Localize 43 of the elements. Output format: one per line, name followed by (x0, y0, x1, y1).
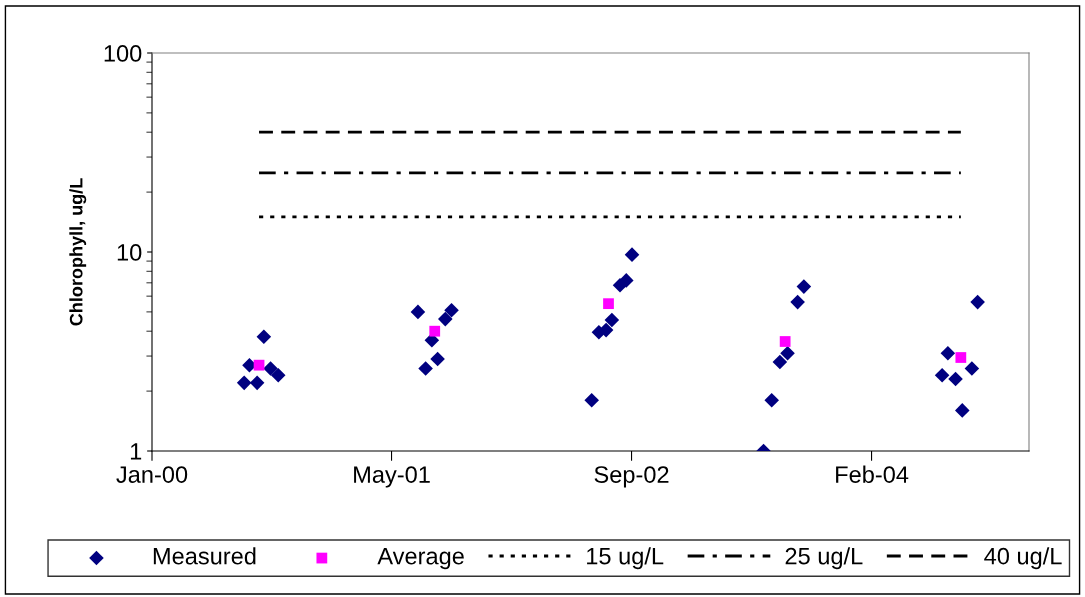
point (429, 325, 441, 337)
legend-label: Average (377, 548, 464, 570)
x-tick-label: Feb-04 (836, 465, 909, 483)
x-tick-label: May-01 (354, 466, 430, 488)
point (790, 294, 805, 310)
y-axis-title: Chlorophyll, ug/L (69, 178, 87, 326)
y-tick-label: 100 (104, 45, 142, 62)
point (270, 368, 286, 383)
point (970, 294, 985, 310)
point (940, 345, 956, 361)
point (444, 302, 459, 318)
legend-label: Measured (153, 547, 256, 565)
point (253, 359, 265, 371)
y-tick-label: 1 (130, 443, 142, 460)
legend-label: 25 ug/L (785, 547, 863, 570)
point (438, 311, 453, 327)
point (418, 361, 433, 376)
point (764, 392, 779, 408)
legend-label: 40 ug/L (984, 547, 1062, 570)
point (779, 336, 791, 347)
point (624, 247, 640, 262)
point (955, 352, 967, 363)
point (948, 371, 963, 387)
point (964, 361, 980, 376)
point (618, 273, 634, 288)
point (796, 279, 812, 294)
point (772, 354, 788, 370)
point (934, 368, 950, 383)
point (236, 375, 252, 391)
x-tick-label: Sep-02 (594, 466, 669, 488)
x-tick-label: Jan-00 (116, 466, 188, 483)
point (584, 392, 599, 408)
point (249, 375, 265, 391)
point (780, 345, 795, 361)
point (430, 351, 445, 367)
point (954, 403, 970, 418)
point (256, 329, 272, 345)
point (604, 312, 620, 328)
y-tick-label: 10 (117, 244, 142, 261)
legend-label: 15 ug/L (587, 547, 664, 570)
point (410, 304, 426, 320)
point (263, 361, 278, 376)
point (603, 298, 614, 310)
